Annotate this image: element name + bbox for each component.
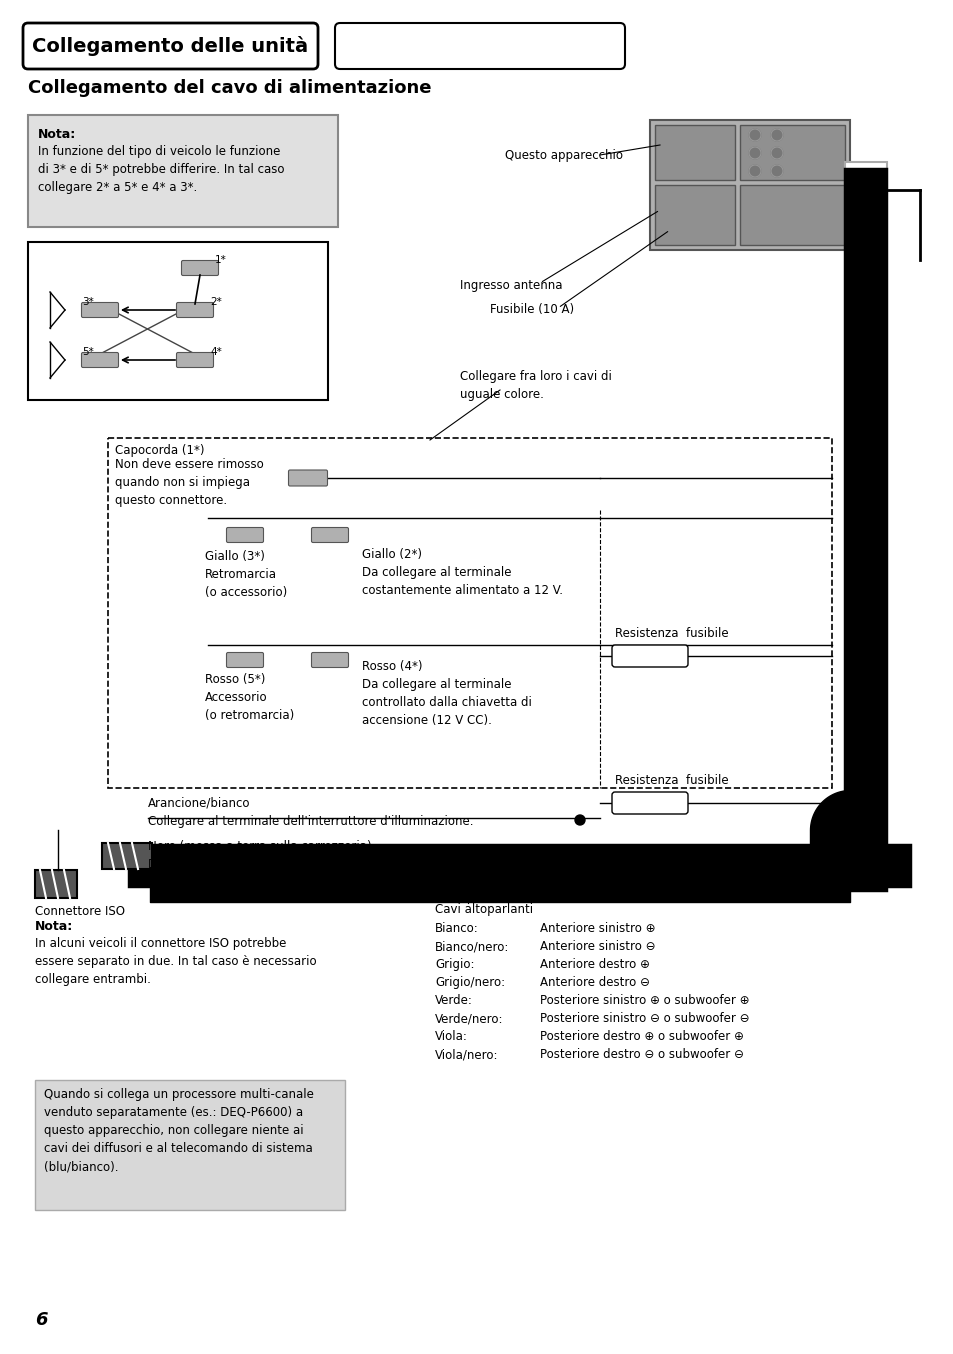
Text: Questo apparecchio: Questo apparecchio <box>504 149 622 161</box>
Text: Nero (messa a terra sulla carrozzeria)
Da collegare in un punto metallico pulito: Nero (messa a terra sulla carrozzeria) D… <box>148 839 492 871</box>
Bar <box>740 125 844 180</box>
Text: Verde/nero:: Verde/nero: <box>435 1011 503 1025</box>
Text: Posteriore sinistro ⊕ o subwoofer ⊕: Posteriore sinistro ⊕ o subwoofer ⊕ <box>539 994 749 1007</box>
Bar <box>108 437 831 788</box>
Text: Rosso (5*)
Accessorio
(o retromarcia): Rosso (5*) Accessorio (o retromarcia) <box>205 673 294 722</box>
FancyBboxPatch shape <box>288 470 327 486</box>
FancyBboxPatch shape <box>23 23 317 69</box>
Text: Viola:: Viola: <box>435 1030 467 1043</box>
FancyBboxPatch shape <box>312 528 348 543</box>
Bar <box>844 162 886 190</box>
FancyBboxPatch shape <box>81 302 118 317</box>
Text: Resistenza  fusibile: Resistenza fusibile <box>615 774 728 787</box>
Circle shape <box>770 129 782 141</box>
Text: Verde:: Verde: <box>435 994 473 1007</box>
Bar <box>28 115 337 227</box>
Text: Ingresso antenna: Ingresso antenna <box>459 279 562 291</box>
Text: Nota:: Nota: <box>35 919 73 933</box>
Bar <box>102 844 152 869</box>
FancyBboxPatch shape <box>81 352 118 367</box>
Text: Bianco/nero:: Bianco/nero: <box>435 940 509 953</box>
Text: 2*: 2* <box>210 297 221 307</box>
Text: Posteriore destro ⊖ o subwoofer ⊖: Posteriore destro ⊖ o subwoofer ⊖ <box>539 1048 743 1062</box>
FancyBboxPatch shape <box>176 352 213 367</box>
Text: 5*: 5* <box>82 347 93 357</box>
Text: In alcuni veicoli il connettore ISO potrebbe
essere separato in due. In tal caso: In alcuni veicoli il connettore ISO potr… <box>35 937 316 986</box>
Text: Resistenza  fusibile: Resistenza fusibile <box>615 627 728 640</box>
Circle shape <box>748 148 760 158</box>
Bar <box>849 190 882 830</box>
Text: Nota:: Nota: <box>38 129 76 141</box>
Text: 6: 6 <box>35 1311 48 1330</box>
Circle shape <box>748 129 760 141</box>
Bar <box>655 125 734 180</box>
Text: Rosso (4*)
Da collegare al terminale
controllato dalla chiavetta di
accensione (: Rosso (4*) Da collegare al terminale con… <box>361 659 532 727</box>
Text: Fusibile (10 A): Fusibile (10 A) <box>490 303 574 317</box>
Bar <box>35 1080 345 1210</box>
Text: Grigio:: Grigio: <box>435 959 474 971</box>
Text: Connettore ISO: Connettore ISO <box>35 904 125 918</box>
Text: 3*: 3* <box>82 297 93 307</box>
Text: Bianco:: Bianco: <box>435 922 478 936</box>
Text: Cavi altoparlanti: Cavi altoparlanti <box>435 903 533 917</box>
Text: Arancione/bianco
Collegare al terminale dell'interruttore d'illuminazione.: Arancione/bianco Collegare al terminale … <box>148 798 473 829</box>
Circle shape <box>748 165 760 177</box>
FancyBboxPatch shape <box>335 23 624 69</box>
FancyBboxPatch shape <box>226 528 263 543</box>
Text: Quando si collega un processore multi-canale
venduto separatamente (es.: DEQ-P66: Quando si collega un processore multi-ca… <box>44 1089 314 1173</box>
Text: Viola/nero:: Viola/nero: <box>435 1048 498 1062</box>
Text: In funzione del tipo di veicolo le funzione
di 3* e di 5* potrebbe differire. In: In funzione del tipo di veicolo le funzi… <box>38 145 284 194</box>
FancyBboxPatch shape <box>312 653 348 668</box>
Bar <box>35 871 77 898</box>
Bar <box>28 242 328 399</box>
Text: Anteriore destro ⊖: Anteriore destro ⊖ <box>539 976 649 988</box>
FancyBboxPatch shape <box>612 792 687 814</box>
Text: Capocorda (1*): Capocorda (1*) <box>115 444 204 458</box>
Circle shape <box>770 148 782 158</box>
Text: Collegamento delle unità: Collegamento delle unità <box>31 37 308 56</box>
Text: Anteriore sinistro ⊖: Anteriore sinistro ⊖ <box>539 940 655 953</box>
Text: Collegare fra loro i cavi di
uguale colore.: Collegare fra loro i cavi di uguale colo… <box>459 370 611 401</box>
Text: Non deve essere rimosso
quando non si impiega
questo connettore.: Non deve essere rimosso quando non si im… <box>115 458 263 506</box>
Bar <box>649 121 849 250</box>
Circle shape <box>770 165 782 177</box>
FancyBboxPatch shape <box>226 653 263 668</box>
Circle shape <box>575 815 584 825</box>
Text: Anteriore sinistro ⊕: Anteriore sinistro ⊕ <box>539 922 655 936</box>
Text: Giallo (2*)
Da collegare al terminale
costantemente alimentato a 12 V.: Giallo (2*) Da collegare al terminale co… <box>361 548 562 597</box>
Text: Giallo (3*)
Retromarcia
(o accessorio): Giallo (3*) Retromarcia (o accessorio) <box>205 550 287 598</box>
Bar <box>655 185 734 245</box>
Text: Posteriore sinistro ⊖ o subwoofer ⊖: Posteriore sinistro ⊖ o subwoofer ⊖ <box>539 1011 749 1025</box>
Text: Collegamento del cavo di alimentazione: Collegamento del cavo di alimentazione <box>28 79 431 97</box>
FancyBboxPatch shape <box>612 645 687 668</box>
Bar <box>740 185 844 245</box>
Text: Posteriore destro ⊕ o subwoofer ⊕: Posteriore destro ⊕ o subwoofer ⊕ <box>539 1030 743 1043</box>
FancyBboxPatch shape <box>176 302 213 317</box>
Text: 4*: 4* <box>210 347 221 357</box>
FancyBboxPatch shape <box>181 260 218 275</box>
Text: Grigio/nero:: Grigio/nero: <box>435 976 504 988</box>
Bar <box>844 171 874 210</box>
Text: Anteriore destro ⊕: Anteriore destro ⊕ <box>539 959 649 971</box>
Text: 1*: 1* <box>214 255 227 265</box>
